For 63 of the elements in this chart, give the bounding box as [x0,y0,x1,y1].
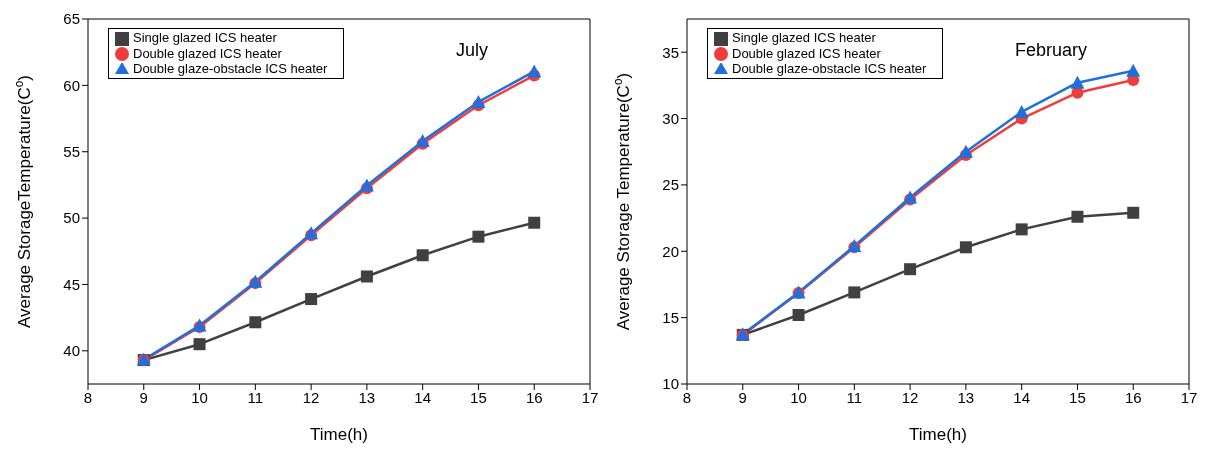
x-tick-label: 8 [83,388,93,406]
point [1015,223,1028,236]
point [848,286,861,299]
x-tick-label: 17 [1180,388,1198,406]
point [305,293,318,306]
y-tick-label: 45 [63,275,80,293]
y-tick-label: 35 [662,43,679,61]
y-tick-label: 30 [662,109,679,127]
x-tick-label: 9 [139,388,148,406]
x-tick-label: 9 [738,388,747,406]
x-tick-label: 13 [358,388,376,406]
x-tick-label: 11 [247,388,264,406]
point [1127,206,1140,219]
x-tick-label: 14 [1013,388,1031,406]
point [472,230,485,243]
legend-label: Double glazed ICS heater [133,45,282,61]
x-tick-label: 17 [581,388,599,406]
point [249,316,262,329]
point [1071,210,1084,223]
x-tick-label: 13 [957,388,975,406]
legend-label: Single glazed ICS heater [133,30,277,45]
x-tick-label: 11 [846,388,863,406]
point [471,94,486,108]
legend-label: Double glaze-obstacle ICS heater [732,61,927,77]
point [792,308,805,321]
point [528,216,541,229]
point [1126,63,1141,77]
point [958,144,973,158]
point [1014,104,1029,118]
annotation: July [455,40,488,61]
x-tick-label: 16 [1124,388,1142,406]
x-tick-label: 12 [302,388,320,406]
legend-label: Double glazed ICS heater [732,45,881,61]
x-tick-label: 8 [682,388,692,406]
x-tick-label: 15 [470,388,487,406]
point [1070,75,1085,89]
x-tick-label: 16 [525,388,543,406]
y-tick-label: 40 [63,342,80,360]
x-tick-label: 15 [1069,388,1086,406]
y-tick-label: 65 [63,10,80,28]
x-axis-title: Time(h) [310,425,368,444]
x-axis-title: Time(h) [909,425,967,444]
y-tick-label: 55 [63,143,80,161]
point [904,263,917,276]
y-tick-label: 20 [662,242,679,260]
point [193,338,206,351]
y-tick-label: 15 [662,308,679,326]
point [959,241,972,254]
point [360,270,373,283]
x-tick-label: 14 [414,388,432,406]
y-tick-label: 25 [662,176,679,194]
point [416,249,429,262]
annotation: February [1014,40,1087,61]
legend-label: Single glazed ICS heater [732,30,876,45]
point [527,64,542,78]
point [359,178,374,192]
x-tick-label: 12 [901,388,919,406]
y-tick-label: 10 [662,375,679,393]
x-tick-label: 10 [790,388,807,406]
x-tick-label: 10 [191,388,208,406]
legend-label: Double glaze-obstacle ICS heater [133,61,328,77]
y-tick-label: 50 [63,209,80,227]
y-tick-label: 60 [63,76,80,94]
